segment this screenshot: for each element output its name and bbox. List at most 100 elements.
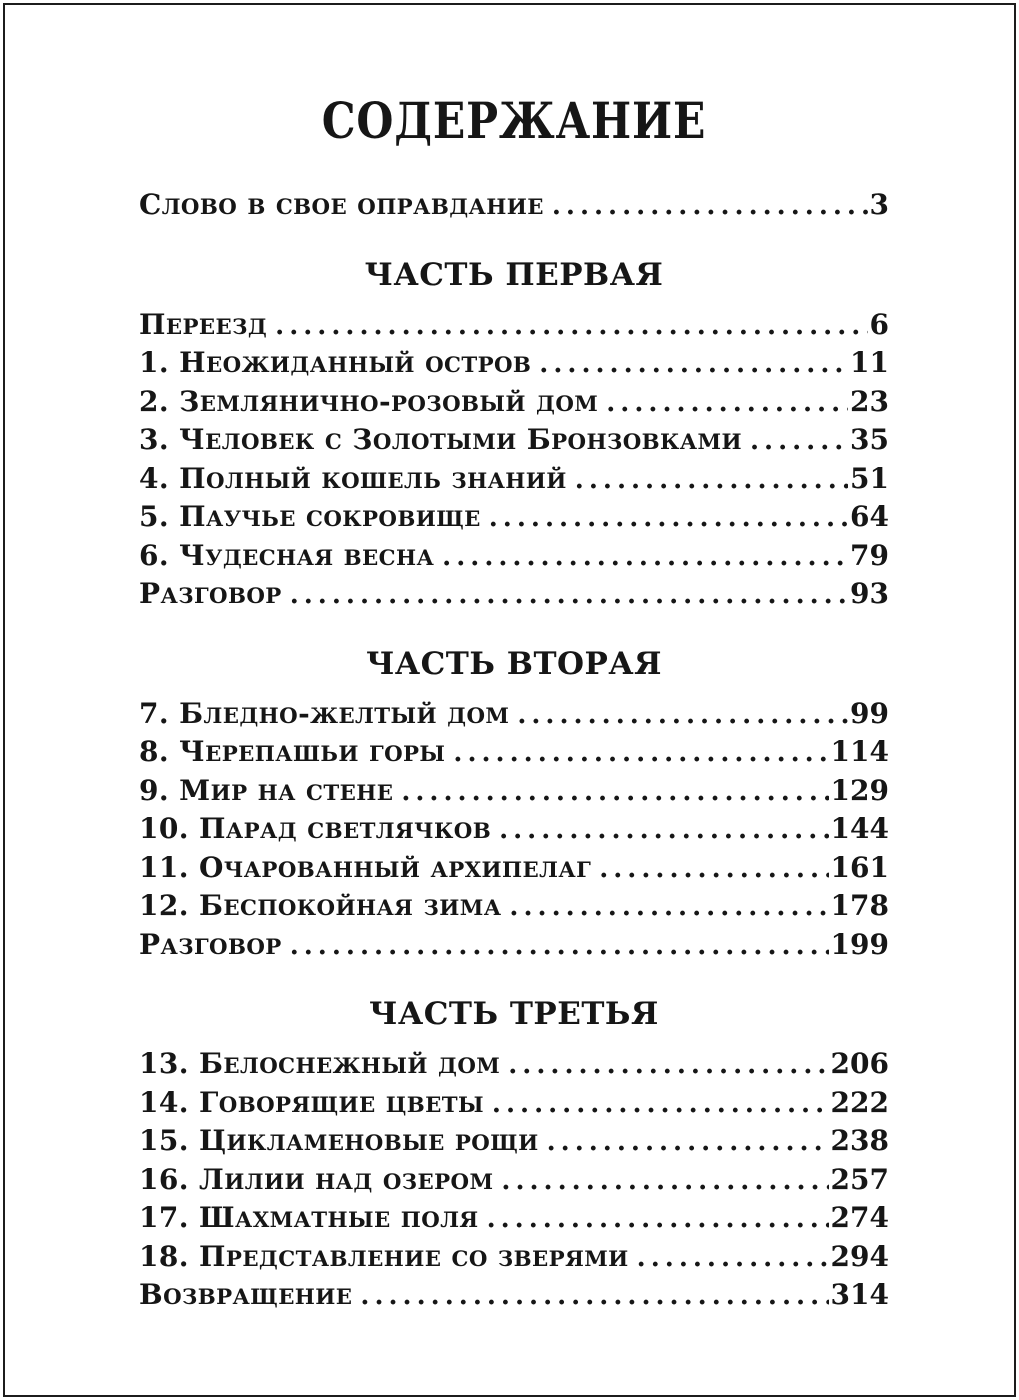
toc-entry: 10. ПАРАД СВЕТЛЯЧКОВ ...................… bbox=[139, 810, 889, 849]
toc-entry-page: 199 bbox=[830, 927, 889, 961]
toc-entry-page: 257 bbox=[830, 1162, 889, 1196]
toc-entry: 15. ЦИКЛАМЕНОВЫЕ РОЩИ ..................… bbox=[139, 1122, 889, 1161]
toc-entry: 14. ГОВОРЯЩИЕ ЦВЕТЫ ....................… bbox=[139, 1084, 889, 1123]
toc-entry-page: 144 bbox=[830, 812, 889, 846]
part-heading: ЧАСТЬ ВТОРАЯ bbox=[366, 645, 662, 682]
part-heading: ЧАСТЬ ПЕРВАЯ bbox=[364, 256, 664, 293]
toc-entry: 11. ОЧАРОВАННЫЙ АРХИПЕЛАГ ..............… bbox=[139, 849, 889, 888]
page-title: СОДЕРЖАНИЕ bbox=[321, 91, 707, 150]
toc-entry-page: 11 bbox=[850, 346, 889, 380]
toc-entry: 12. БЕСПОКОЙНАЯ ЗИМА ...................… bbox=[139, 887, 889, 926]
dot-leader: ........................................… bbox=[486, 1204, 829, 1235]
toc-entry-label: РАЗГОВОР bbox=[139, 927, 282, 961]
toc-entry-label: 14. ГОВОРЯЩИЕ ЦВЕТЫ bbox=[139, 1085, 484, 1119]
toc-entry-page: 114 bbox=[830, 735, 889, 769]
toc-entry: 13. БЕЛОСНЕЖНЫЙ ДОМ ....................… bbox=[139, 1045, 889, 1084]
toc-entry: 18. ПРЕДСТАВЛЕНИЕ СО ЗВЕРЯМИ ...........… bbox=[139, 1238, 889, 1277]
toc-entry: 4. ПОЛНЫЙ КОШЕЛЬ ЗНАНИЙ ................… bbox=[139, 460, 889, 499]
toc-entry-label: 17. ШАХМАТНЫЕ ПОЛЯ bbox=[139, 1201, 479, 1235]
part-section-1: ЧАСТЬ ПЕРВАЯ ПЕРЕЕЗД ...................… bbox=[139, 256, 889, 614]
dot-leader: ........................................… bbox=[539, 349, 849, 380]
toc-entry: ВОЗВРАЩЕНИЕ ............................… bbox=[139, 1276, 889, 1315]
dot-leader: ........................................… bbox=[275, 310, 867, 341]
toc-entry-page: 129 bbox=[830, 773, 889, 807]
dot-leader: ........................................… bbox=[599, 853, 828, 884]
toc-entry: 2. ЗЕМЛЯНИЧНО-РОЗОВЫЙ ДОМ ..............… bbox=[139, 383, 889, 422]
toc-entry: РАЗГОВОР ...............................… bbox=[139, 926, 889, 965]
dot-leader: ........................................… bbox=[636, 1242, 829, 1273]
part-section-3: ЧАСТЬ ТРЕТЬЯ 13. БЕЛОСНЕЖНЫЙ ДОМ .......… bbox=[139, 997, 889, 1315]
toc-entry-label: 18. ПРЕДСТАВЛЕНИЕ СО ЗВЕРЯМИ bbox=[139, 1239, 629, 1273]
dot-leader: ........................................… bbox=[442, 541, 849, 572]
toc-entry-page: 161 bbox=[830, 850, 889, 884]
toc-entry-page: 294 bbox=[830, 1239, 889, 1273]
toc-entry: 7. БЛЕДНО-ЖЕЛТЫЙ ДОМ ...................… bbox=[139, 695, 889, 734]
toc-entry-label: 12. БЕСПОКОЙНАЯ ЗИМА bbox=[139, 889, 502, 923]
part-entries-list: 7. БЛЕДНО-ЖЕЛТЫЙ ДОМ ...................… bbox=[139, 695, 889, 965]
toc-entry-page: 238 bbox=[830, 1124, 889, 1158]
toc-entry-page: 51 bbox=[850, 461, 889, 495]
toc-entry-label: 2. ЗЕМЛЯНИЧНО-РОЗОВЫЙ ДОМ bbox=[139, 384, 599, 418]
dot-leader: ........................................… bbox=[546, 1127, 829, 1158]
dot-leader: ........................................… bbox=[401, 776, 829, 807]
dot-leader: ........................................… bbox=[453, 738, 828, 769]
dot-leader: ........................................… bbox=[509, 892, 828, 923]
part-entries-list: ПЕРЕЕЗД ................................… bbox=[139, 306, 889, 614]
part-heading: ЧАСТЬ ТРЕТЬЯ bbox=[369, 996, 659, 1033]
toc-entry-label: 10. ПАРАД СВЕТЛЯЧКОВ bbox=[139, 812, 492, 846]
toc-entry: РАЗГОВОР ...............................… bbox=[139, 575, 889, 614]
toc-entry-label: 3. ЧЕЛОВЕК С ЗОЛОТЫМИ БРОНЗОВКАМИ bbox=[139, 423, 742, 457]
dot-leader: ........................................… bbox=[289, 930, 829, 961]
toc-entry-label: РАЗГОВОР bbox=[139, 577, 282, 611]
toc-entry-label: 15. ЦИКЛАМЕНОВЫЕ РОЩИ bbox=[139, 1124, 539, 1158]
dot-leader: ........................................… bbox=[491, 1088, 829, 1119]
dot-leader: ........................................… bbox=[749, 426, 849, 457]
dot-leader: ........................................… bbox=[517, 699, 849, 730]
dot-leader: ........................................… bbox=[499, 815, 829, 846]
toc-entry-page: 314 bbox=[830, 1278, 889, 1312]
toc-entry-label: 5. ПАУЧЬЕ СОКРОВИЩЕ bbox=[139, 500, 481, 534]
dot-leader: ........................................… bbox=[501, 1165, 829, 1196]
toc-entry-label: СЛОВО В СВОЕ ОПРАВДАНИЕ bbox=[139, 188, 544, 221]
toc-entry-label: 8. ЧЕРЕПАШЬИ ГОРЫ bbox=[139, 735, 446, 769]
toc-entry: 16. ЛИЛИИ НАД ОЗЕРОМ ...................… bbox=[139, 1161, 889, 1200]
dot-leader: ........................................… bbox=[574, 464, 848, 495]
toc-entry-label: ПЕРЕЕЗД bbox=[139, 307, 268, 341]
toc-content: СОДЕРЖАНИЕ СЛОВО В СВОЕ ОПРАВДАНИЕ .....… bbox=[139, 0, 889, 1315]
dot-leader: ........................................… bbox=[606, 387, 848, 418]
toc-entry-page: 206 bbox=[830, 1047, 889, 1081]
toc-entry-page: 274 bbox=[830, 1201, 889, 1235]
toc-entry-label: 9. МИР НА СТЕНЕ bbox=[139, 773, 394, 807]
toc-entry-label: 11. ОЧАРОВАННЫЙ АРХИПЕЛАГ bbox=[139, 850, 592, 884]
toc-entry-label: 4. ПОЛНЫЙ КОШЕЛЬ ЗНАНИЙ bbox=[139, 461, 567, 495]
toc-entry: 8. ЧЕРЕПАШЬИ ГОРЫ ......................… bbox=[139, 733, 889, 772]
toc-entry-page: 3 bbox=[869, 188, 889, 221]
toc-entry: 3. ЧЕЛОВЕК С ЗОЛОТЫМИ БРОНЗОВКАМИ ......… bbox=[139, 421, 889, 460]
toc-entry-page: 35 bbox=[850, 423, 889, 457]
part-section-2: ЧАСТЬ ВТОРАЯ 7. БЛЕДНО-ЖЕЛТЫЙ ДОМ ......… bbox=[139, 645, 889, 965]
part-entries-list: 13. БЕЛОСНЕЖНЫЙ ДОМ ....................… bbox=[139, 1045, 889, 1315]
dot-leader: ........................................… bbox=[360, 1281, 828, 1312]
toc-entry-label: ВОЗВРАЩЕНИЕ bbox=[139, 1278, 353, 1312]
toc-entry-page: 64 bbox=[850, 500, 889, 534]
toc-entry-label: 13. БЕЛОСНЕЖНЫЙ ДОМ bbox=[139, 1047, 501, 1081]
toc-entry-label: 1. НЕОЖИДАННЫЙ ОСТРОВ bbox=[139, 346, 532, 380]
toc-entry-page: 222 bbox=[830, 1085, 889, 1119]
toc-entry-page: 23 bbox=[850, 384, 889, 418]
toc-entry: ПЕРЕЕЗД ................................… bbox=[139, 306, 889, 345]
toc-entry-page: 178 bbox=[830, 889, 889, 923]
toc-entry-label: 7. БЛЕДНО-ЖЕЛТЫЙ ДОМ bbox=[139, 696, 510, 730]
toc-entry-page: 6 bbox=[869, 307, 889, 341]
dot-leader: ........................................… bbox=[488, 503, 848, 534]
dot-leader: ........................................… bbox=[508, 1050, 828, 1081]
toc-entry-label: 16. ЛИЛИИ НАД ОЗЕРОМ bbox=[139, 1162, 494, 1196]
toc-entry: 5. ПАУЧЬЕ СОКРОВИЩЕ ....................… bbox=[139, 498, 889, 537]
toc-entry: 9. МИР НА СТЕНЕ ........................… bbox=[139, 772, 889, 811]
dot-leader: ........................................… bbox=[551, 191, 868, 221]
front-matter-list: СЛОВО В СВОЕ ОПРАВДАНИЕ ................… bbox=[139, 186, 889, 225]
dot-leader: ........................................… bbox=[289, 580, 849, 611]
toc-entry-page: 99 bbox=[850, 696, 889, 730]
toc-entry-page: 93 bbox=[850, 577, 889, 611]
toc-entry: 1. НЕОЖИДАННЫЙ ОСТРОВ ..................… bbox=[139, 344, 889, 383]
